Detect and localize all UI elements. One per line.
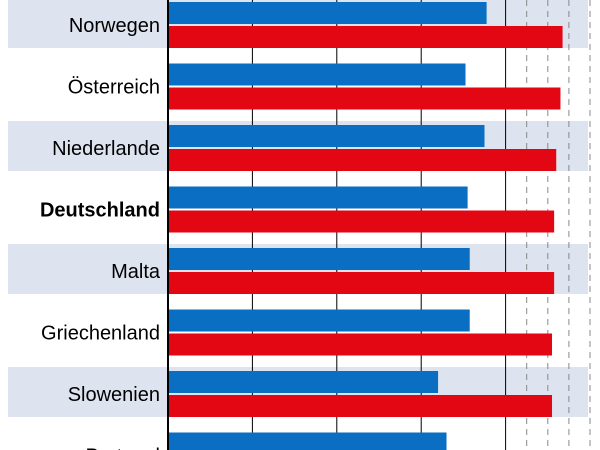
bar — [168, 87, 561, 110]
bar — [168, 309, 470, 332]
category-label: Norwegen — [69, 15, 160, 37]
category-label: Malta — [111, 261, 161, 283]
category-label: Slowenien — [68, 384, 160, 406]
bar — [168, 210, 555, 233]
bar — [168, 26, 563, 48]
category-label: Österreich — [68, 77, 160, 99]
bar — [168, 272, 555, 294]
bar — [168, 432, 447, 450]
bar — [168, 186, 468, 209]
category-label: Deutschland — [40, 200, 160, 222]
bar — [168, 63, 466, 86]
bar — [168, 395, 553, 417]
category-label: Niederlande — [52, 138, 160, 160]
bar — [168, 333, 553, 356]
category-label: Portugal — [86, 446, 161, 450]
bar — [168, 125, 485, 147]
bar — [168, 371, 439, 393]
bar — [168, 2, 487, 24]
category-label: Griechenland — [41, 323, 160, 345]
bar — [168, 248, 470, 270]
bar — [168, 149, 557, 171]
